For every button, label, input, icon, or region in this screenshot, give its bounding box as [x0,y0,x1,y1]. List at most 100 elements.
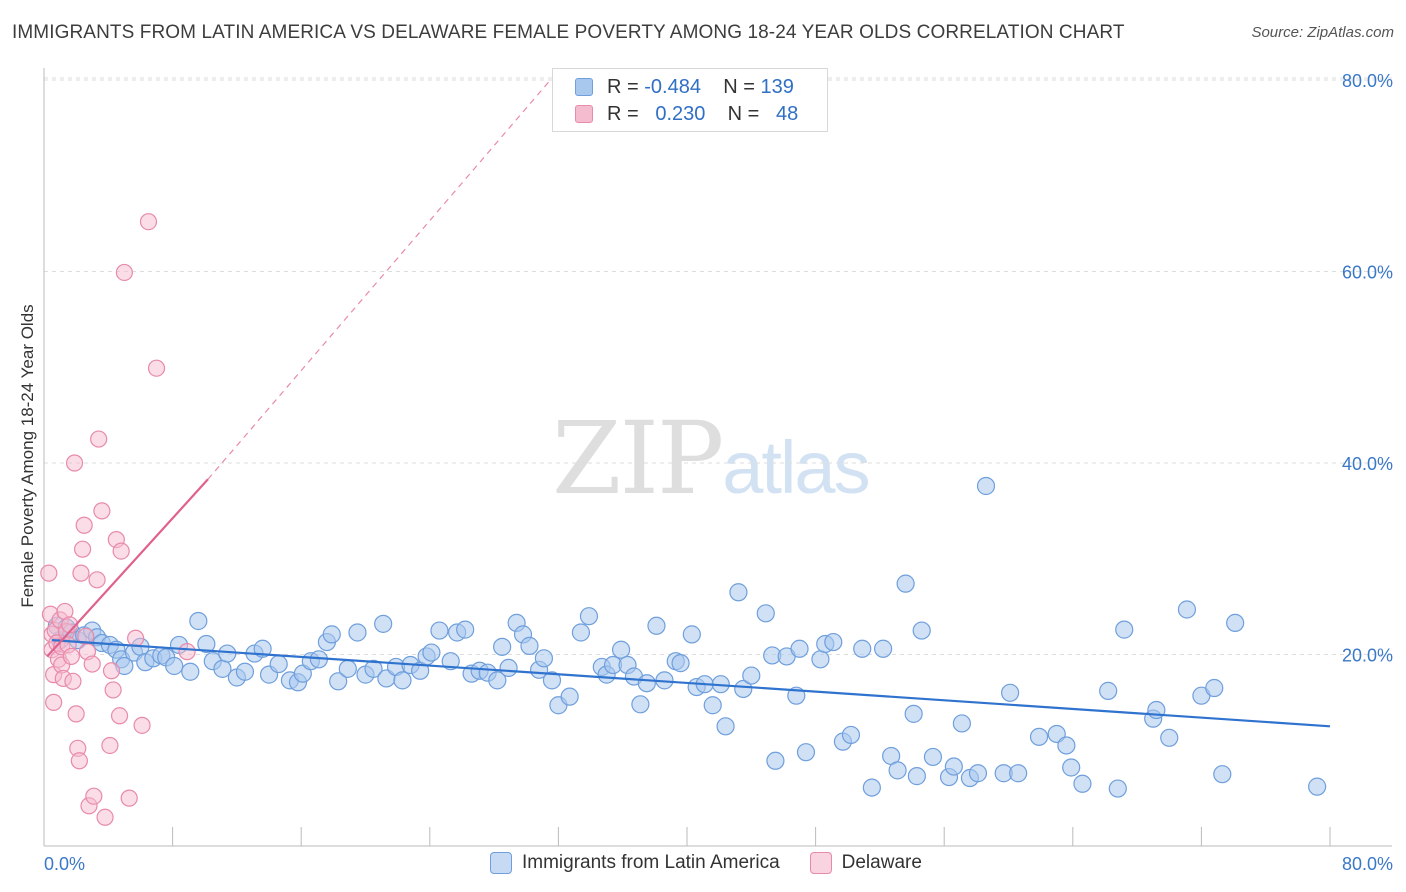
zipatlas-watermark: ZIPatlas [552,400,871,517]
legend-r-value: -0.484 [644,75,701,98]
data-point-immigrants [824,632,843,652]
series-legend: Immigrants from Latin America Delaware [490,852,952,874]
data-point-immigrants [189,611,208,631]
x-tick-label: 0.0% [44,854,85,874]
data-point-immigrants [874,639,893,658]
data-point-immigrants [1009,764,1028,783]
data-point-immigrants [734,679,753,699]
legend-n-value: 48 [776,102,799,125]
data-point-delaware [96,808,114,826]
legend-item-delaware: Delaware [809,852,922,874]
data-point-immigrants [348,623,367,642]
data-point-delaware [75,516,93,534]
data-point-immigrants [1001,683,1020,702]
data-point-immigrants [571,623,591,642]
data-point-delaware [110,707,129,725]
data-point-immigrants [1073,774,1092,793]
data-point-immigrants [1177,600,1197,619]
data-point-immigrants [520,636,539,655]
watermark-atlas: atlas [722,426,870,509]
data-point-delaware [67,705,85,723]
data-point-immigrants [165,656,184,676]
data-point-immigrants [790,639,809,658]
legend-swatch-pink [809,852,832,874]
data-point-immigrants [968,764,988,783]
data-point-delaware [178,643,196,661]
data-point-immigrants [796,743,816,762]
data-point-immigrants [542,671,562,690]
data-point-immigrants [682,625,701,644]
trendline-immigrants [51,639,1331,728]
legend-label-immigrants: Immigrants from Latin America [522,852,780,873]
data-point-immigrants [1308,777,1327,796]
legend-row-delaware: R = 0.230 N = 48 [575,102,798,126]
data-point-immigrants [493,637,512,656]
data-point-immigrants [1160,728,1179,747]
data-point-immigrants [811,650,830,669]
data-point-immigrants [631,695,650,714]
data-point-immigrants [499,658,518,678]
data-point-immigrants [756,604,775,623]
data-point-immigrants [488,671,507,690]
data-point-delaware [65,454,84,472]
data-point-immigrants [197,634,216,654]
legend-label-delaware: Delaware [841,852,922,873]
data-point-immigrants [393,671,412,690]
data-point-immigrants [422,643,441,662]
data-point-immigrants [952,714,971,733]
data-point-immigrants [1062,758,1081,777]
data-point-immigrants [716,717,735,736]
data-point-delaware [90,430,108,448]
legend-r-label: R = [607,75,639,98]
data-point-delaware [83,655,101,673]
data-point-delaware [72,564,90,582]
data-point-immigrants [703,696,722,715]
source-attribution: Source: ZipAtlas.com [1251,24,1394,41]
y-tick-label: 20.0% [1342,646,1393,666]
data-point-delaware [139,213,158,231]
data-point-immigrants [976,476,996,496]
data-point-immigrants [269,654,288,674]
data-point-delaware [112,542,130,560]
y-axis-label: Female Poverty Among 18-24 Year Olds [18,304,37,608]
data-point-immigrants [560,687,579,706]
data-point-immigrants [888,761,907,780]
watermark-zip: ZIP [552,400,724,517]
legend-swatch-pink [575,105,593,123]
data-point-immigrants [923,747,943,767]
data-point-immigrants [1029,727,1049,746]
y-tick-label: 60.0% [1342,263,1393,283]
data-point-delaware [70,752,88,770]
data-point-immigrants [647,616,666,635]
data-point-delaware [120,789,138,807]
data-point-immigrants [1115,620,1134,639]
legend-swatch-blue [490,852,512,874]
legend-r-value: 0.230 [655,102,706,125]
correlation-legend: R = -0.484 N = 139 R = 0.230 N = 48 [552,68,828,132]
data-point-immigrants [907,767,926,786]
data-point-immigrants [904,704,923,723]
data-point-immigrants [1108,779,1127,798]
data-point-immigrants [456,620,475,639]
data-point-delaware [127,629,145,647]
data-point-immigrants [729,583,748,602]
data-point-immigrants [742,666,761,685]
legend-n-label: N = [727,102,760,125]
data-point-delaware [62,647,80,666]
data-point-immigrants [766,751,785,770]
legend-row-immigrants: R = -0.484 N = 139 [575,75,794,99]
trendline-delaware-extension [207,79,551,480]
data-point-immigrants [853,639,872,658]
data-point-delaware [73,540,92,558]
data-point-immigrants [235,662,255,681]
data-point-delaware [64,672,82,690]
data-point-delaware [88,571,106,589]
data-point-immigrants [944,757,963,776]
data-point-delaware [40,564,58,582]
x-tick-label: 80.0% [1342,854,1393,874]
data-point-delaware [101,736,119,755]
data-point-immigrants [364,659,383,678]
data-point-immigrants [671,654,690,673]
data-point-delaware [102,662,121,680]
